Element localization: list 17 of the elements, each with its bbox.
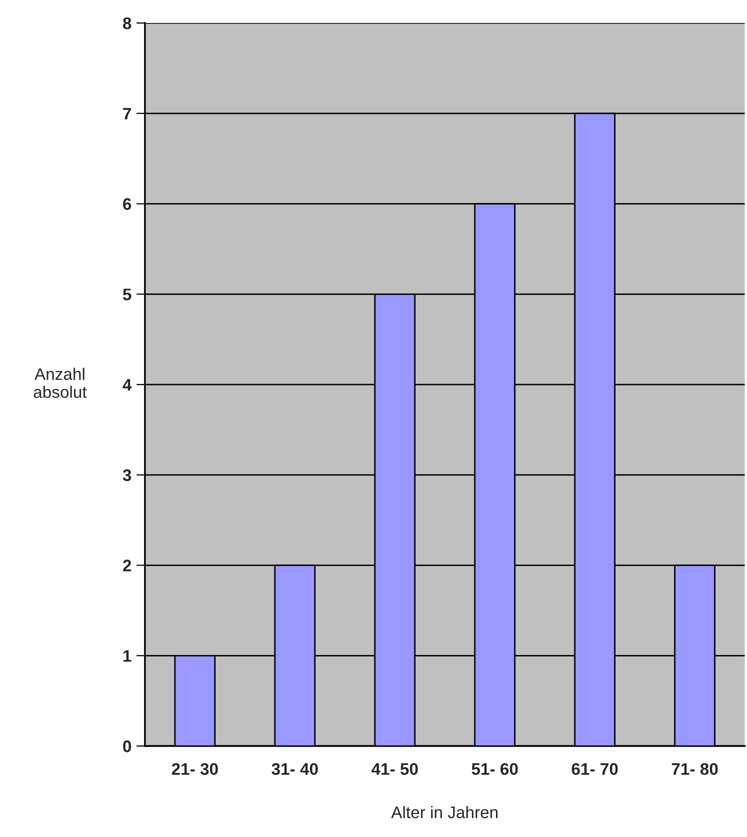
x-tick-label: 31- 40: [272, 763, 318, 775]
y-tick-label: 5: [122, 288, 132, 300]
x-tick-label: 61- 70: [572, 763, 618, 775]
x-tick-label: 41- 50: [371, 763, 418, 775]
x-tick-label: 21- 30: [172, 763, 218, 775]
x-tick-label: 71- 80: [672, 763, 718, 775]
y-tick-label: 1: [124, 650, 132, 662]
x-axis-title: Alter in Jahren: [391, 806, 498, 818]
y-tick-label: 7: [123, 108, 131, 120]
y-tick-label: 4: [122, 379, 132, 391]
y-axis-title: Anzahl absolut: [34, 368, 87, 398]
y-tick-label: 6: [123, 198, 132, 210]
y-tick-label: 0: [123, 740, 132, 752]
y-tick-label: 8: [122, 17, 132, 30]
y-tick-label: 2: [123, 560, 132, 572]
y-tick-label: 3: [122, 469, 132, 482]
x-tick-label: 51- 60: [472, 763, 518, 775]
